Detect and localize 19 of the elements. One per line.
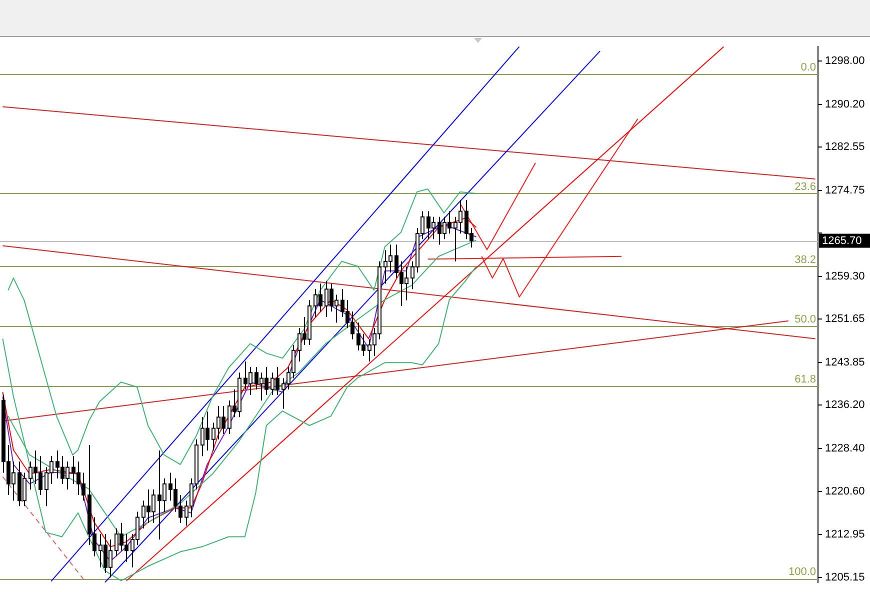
y-tick-label: 1259.30	[825, 270, 865, 282]
y-tick-label: 1220.60	[825, 486, 865, 498]
annotation: 50.0	[794, 313, 816, 326]
y-tick-label: 1274.75	[825, 184, 865, 196]
annotation: 100.0	[788, 566, 816, 578]
y-tick-label: 1251.65	[825, 312, 865, 325]
y-tick-label: 1212.95	[825, 528, 865, 540]
y-tick-label: 1236.20	[825, 398, 865, 411]
annotation: 0.0	[800, 61, 816, 74]
ref-line-label: 1265.70	[822, 234, 862, 247]
y-tick-label: 1205.15	[825, 572, 865, 584]
annotation: 38.2	[794, 254, 816, 266]
y-tick-label: 1298.00	[825, 55, 865, 68]
y-tick-label: 1243.85	[825, 356, 865, 368]
annotation: 61.8	[794, 374, 816, 386]
y-tick-label: 1228.40	[825, 442, 865, 454]
annotation: 23.6	[794, 181, 816, 194]
y-tick-label: 1290.20	[825, 98, 865, 110]
y-tick-label: 1282.55	[825, 141, 865, 154]
